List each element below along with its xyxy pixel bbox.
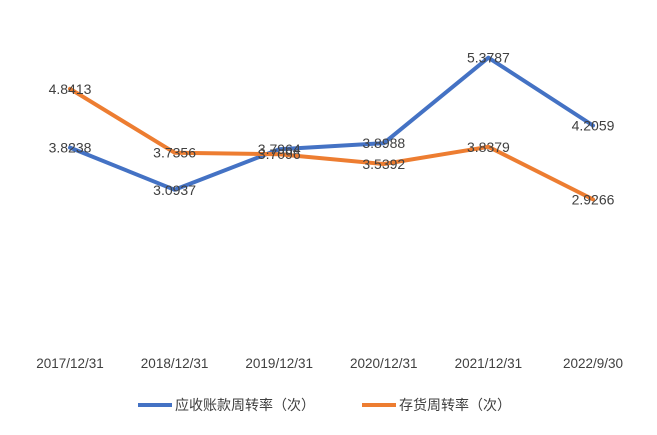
data-label: 3.8379 [467,139,510,155]
legend-label: 应收账款周转率（次） [175,397,315,414]
x-tick-label: 2021/12/31 [455,356,523,371]
data-label: 4.8413 [49,81,92,97]
data-label: 3.8238 [49,140,92,156]
data-label: 4.2059 [572,118,615,134]
series-layer [68,55,595,202]
x-tick-label: 2019/12/31 [245,356,313,371]
x-tick-label: 2017/12/31 [36,356,104,371]
data-label: 2.9266 [572,191,615,207]
data-label: 5.3787 [467,50,510,66]
data-label: 3.7356 [153,145,196,161]
x-tick-label: 2022/9/30 [563,356,623,371]
series-line-2 [68,86,595,202]
x-axis: 2017/12/31 2018/12/31 2019/12/31 2020/12/31… [36,356,623,371]
data-labels-layer: 3.8238 3.0937 3.7964 3.8988 5.3787 4.2059 4.84… [49,50,615,208]
data-label: 3.7096 [258,146,301,162]
x-tick-label: 2020/12/31 [350,356,418,371]
data-label: 3.7964 [258,141,301,157]
data-label: 3.8988 [362,135,405,151]
legend-label: 存货周转率（次） [399,397,511,414]
series-line-1 [68,55,595,192]
x-tick-label: 2018/12/31 [141,356,209,371]
data-label: 3.5392 [362,156,405,172]
legend: 应收账款周转率（次） 存货周转率（次） [138,397,511,414]
data-label: 3.0937 [153,182,196,198]
